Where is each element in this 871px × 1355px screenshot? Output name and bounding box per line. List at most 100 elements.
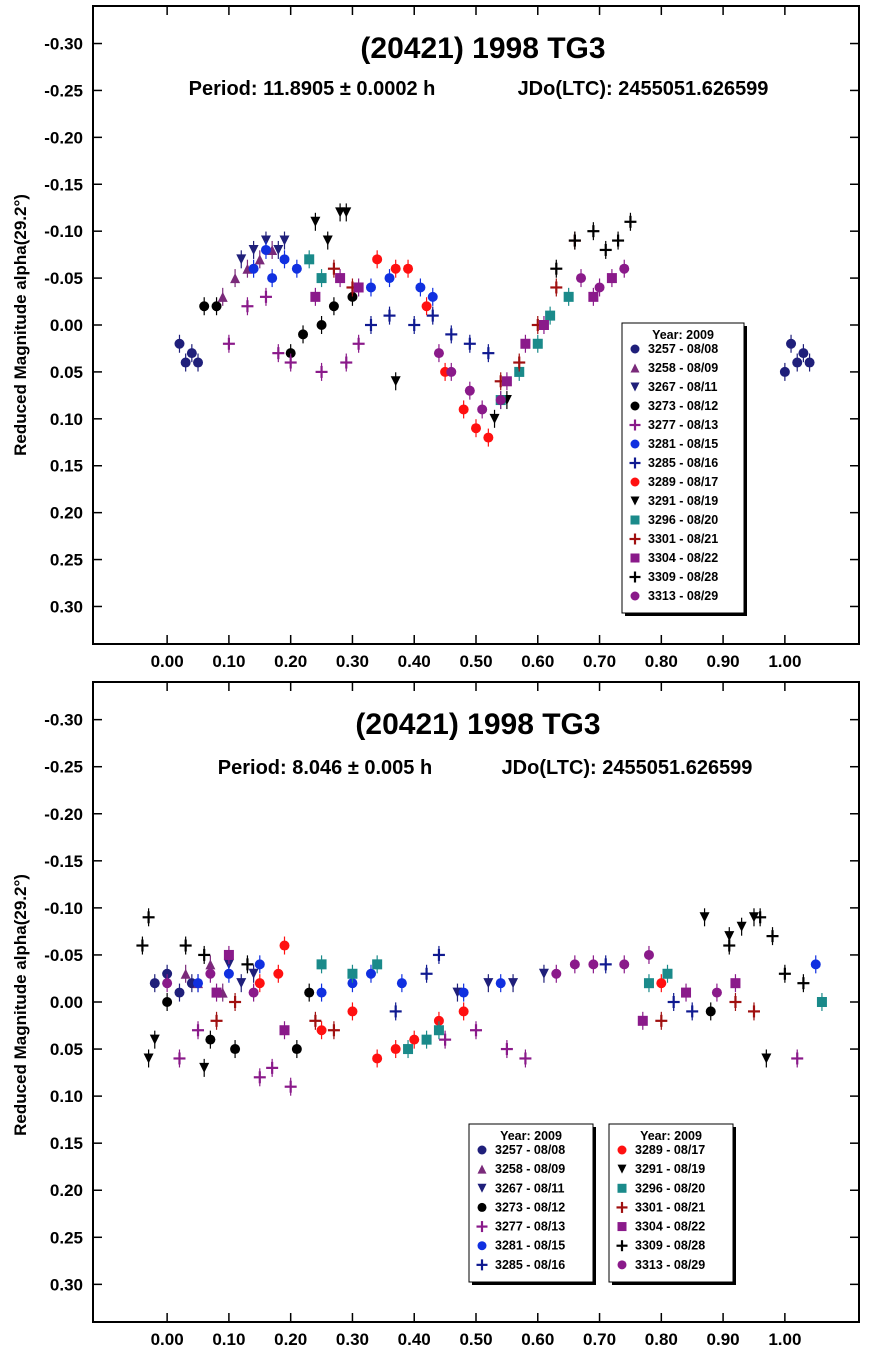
data-point [519,1049,532,1068]
data-point [433,1021,444,1040]
x-tick-label: 0.80 [645,652,678,671]
legend-label: 3304 - 08/22 [648,551,718,565]
data-point [210,1011,223,1030]
data-point [298,325,309,344]
legend-label: 3313 - 08/29 [648,589,718,603]
data-point [778,964,791,983]
series-3289 [372,250,494,447]
data-point [273,964,284,983]
data-point [711,983,722,1002]
data-point [619,259,630,278]
data-point [446,362,457,381]
legend-entry: 3301 - 08/21 [629,532,718,546]
series-3257 [149,964,197,1002]
legend-entry: 3277 - 08/13 [476,1220,565,1234]
series-3273 [199,287,358,363]
data-point [253,1068,266,1087]
legend-entry: 3258 - 08/09 [477,1162,565,1176]
x-tick-label: 0.30 [336,1330,369,1349]
data-point [273,240,284,259]
series-3277 [173,1021,804,1096]
series-3277 [222,287,365,381]
data-point [248,964,259,983]
series-3309 [550,212,637,278]
y-tick-label: 0.10 [50,1087,83,1106]
legend-entry: 3281 - 08/15 [477,1239,565,1253]
legend-entry: 3304 - 08/22 [617,1220,705,1234]
data-point [408,316,421,334]
data-point [211,297,222,316]
data-point [284,1077,297,1096]
data-point [489,409,500,428]
data-point [341,203,352,222]
data-point [723,936,736,955]
data-point [173,1049,186,1068]
data-point [365,964,376,983]
data-point [729,993,742,1011]
data-point [383,306,396,325]
legend-entry: 3257 - 08/08 [477,1143,565,1157]
x-tick-label: 0.10 [212,1330,245,1349]
data-point [754,908,767,927]
series-3309 [136,908,810,993]
legend-entry: 3289 - 08/17 [617,1143,705,1157]
data-point [681,983,692,1002]
legend-entry: 3304 - 08/22 [630,551,718,565]
data-point [563,287,574,306]
y-tick-label: 0.25 [50,551,83,570]
data-point [193,353,204,372]
data-point [364,316,377,334]
data-point [588,287,599,306]
x-tick-label: 0.80 [645,1330,678,1349]
data-point [353,278,364,297]
y-tick-label: -0.10 [44,222,83,241]
data-point [576,269,587,288]
data-point [284,353,297,372]
data-point [223,945,234,964]
data-point [747,1002,760,1021]
data-point [310,212,321,231]
data-point [267,269,278,288]
data-point [365,278,376,297]
data-point [259,287,272,306]
series-3313 [433,259,630,419]
x-tick-label: 0.50 [459,1330,492,1349]
data-point [458,400,469,419]
data-point [550,278,563,297]
data-point [538,316,549,334]
data-point [471,419,481,438]
series-3304 [211,945,741,1040]
legend-box [608,1123,734,1283]
legend-entry: 3291 - 08/19 [630,494,718,508]
y-tick-label: 0.25 [50,1228,83,1247]
series-3313 [162,945,722,1002]
legend-entry: 3267 - 08/11 [630,380,718,394]
data-point [513,353,526,372]
data-point [180,353,191,372]
legend-label: 3304 - 08/22 [635,1220,705,1234]
data-point [205,1030,216,1049]
legend-entry: 3257 - 08/08 [630,342,718,356]
data-point [587,222,600,241]
data-point [433,344,444,363]
legend-label: 3277 - 08/13 [495,1220,565,1234]
data-point [656,974,667,993]
series-3267 [236,231,290,269]
data-point [248,983,259,1002]
series-3273 [162,983,716,1059]
data-point [786,334,797,353]
data-point [477,400,488,419]
y-tick-label: 0.05 [50,1040,83,1059]
legend-entry: 3309 - 08/28 [629,570,718,584]
legend-entry: 3309 - 08/28 [616,1239,705,1253]
x-tick-label: 1.00 [768,652,801,671]
legend-entry: 3267 - 08/11 [477,1181,565,1195]
data-point [198,945,211,964]
data-point [205,964,216,983]
jdo-label: JDo(LTC): 2455051.626599 [518,78,769,100]
x-tick-label: 1.00 [768,1330,801,1349]
data-point [260,240,271,259]
x-tick-label: 0.30 [336,652,369,671]
y-tick-label: -0.30 [44,711,83,730]
